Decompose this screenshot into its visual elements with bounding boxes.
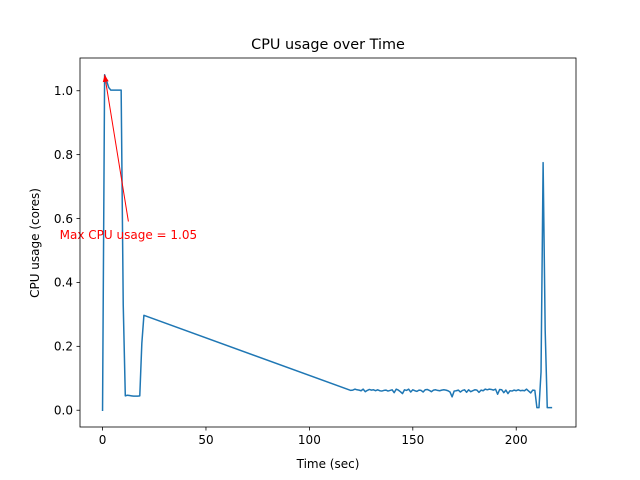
- y-tick-label: 0.0: [54, 404, 73, 418]
- y-axis-label: CPU usage (cores): [28, 188, 42, 298]
- x-tick-label: 0: [99, 433, 107, 447]
- x-tick-label: 50: [198, 433, 213, 447]
- y-tick-label: 0.8: [54, 148, 73, 162]
- plot-area: [101, 74, 553, 411]
- annotation: Max CPU usage = 1.05: [60, 74, 197, 242]
- annotation-arrow: [104, 74, 129, 222]
- x-tick-label: 200: [505, 433, 528, 447]
- x-axis-label: Time (sec): [296, 457, 360, 471]
- x-tick-label: 100: [298, 433, 321, 447]
- axes-frame: [79, 57, 577, 428]
- y-axis: 0.0 0.2 0.4 0.6 0.8 1.0: [54, 84, 80, 418]
- y-tick-label: 0.2: [54, 340, 73, 354]
- x-axis: 0 50 100 150 200: [99, 427, 528, 447]
- annotation-label: Max CPU usage = 1.05: [60, 228, 197, 242]
- y-tick-label: 0.4: [54, 276, 73, 290]
- annotation-arrowhead: [102, 74, 109, 83]
- series-line-0: [101, 74, 553, 411]
- x-tick-label: 150: [401, 433, 424, 447]
- chart-title: CPU usage over Time: [251, 37, 405, 53]
- y-tick-label: 0.6: [54, 212, 73, 226]
- y-tick-label: 1.0: [54, 84, 73, 98]
